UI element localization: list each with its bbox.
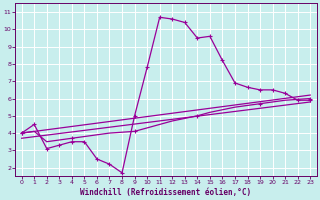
X-axis label: Windchill (Refroidissement éolien,°C): Windchill (Refroidissement éolien,°C) — [80, 188, 252, 197]
